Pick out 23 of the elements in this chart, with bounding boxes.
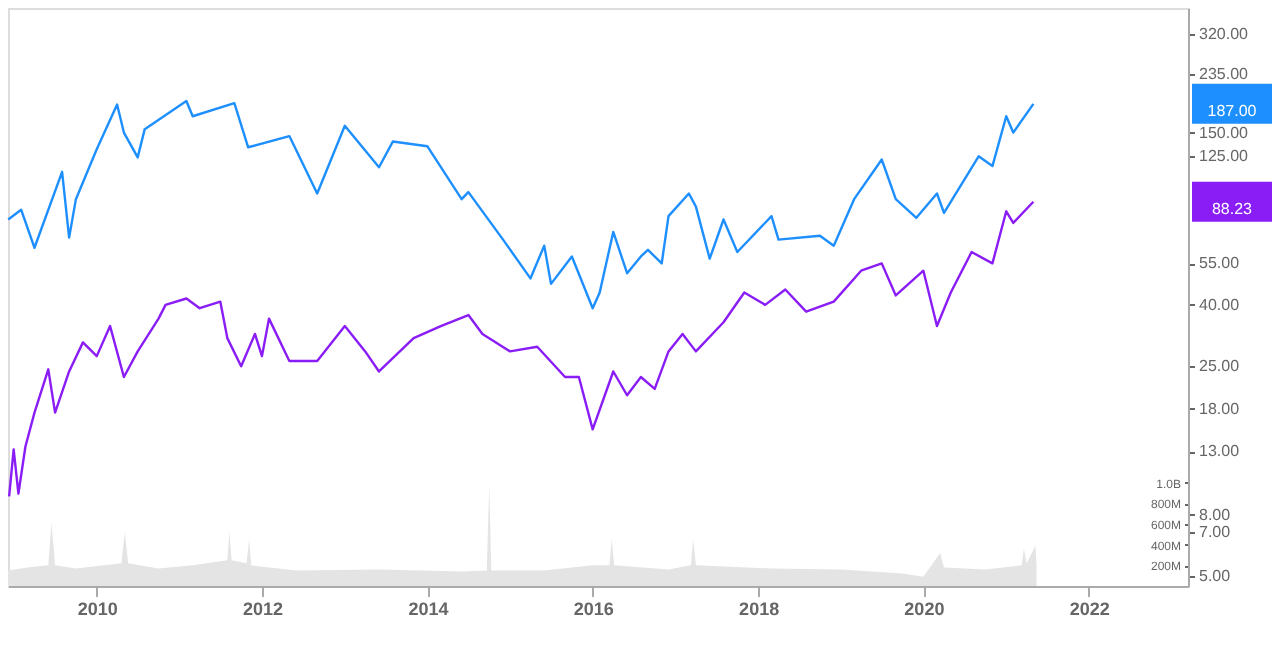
- x-tick-label: 2020: [904, 599, 945, 619]
- y-tick-label: 40.00: [1199, 295, 1241, 314]
- text: 187.00: [1207, 101, 1258, 120]
- y-tick-label: 55.00: [1199, 254, 1241, 273]
- x-tick-label: 2022: [1069, 599, 1110, 619]
- y-tick-label: 125.00: [1199, 147, 1250, 166]
- y-tick-label: 7.00: [1199, 523, 1232, 542]
- line-series: [7, 99, 1035, 310]
- y-tick-label: 235.00: [1199, 65, 1250, 84]
- y-tick-label: 150.00: [1199, 123, 1250, 142]
- x-tick-label: 2016: [573, 599, 614, 619]
- line-series: [7, 200, 1035, 498]
- text: 88.23: [1211, 199, 1254, 218]
- x-tick-label: 2018: [739, 599, 780, 619]
- x-tick-label: 2012: [242, 599, 283, 619]
- x-tick-label: 2010: [77, 599, 118, 619]
- y-tick-label: 320.00: [1199, 24, 1250, 43]
- y-tick-label: 18.00: [1199, 399, 1241, 418]
- y-tick-label: 5.00: [1199, 566, 1232, 585]
- x-tick-label: 2014: [408, 599, 449, 619]
- y-tick-label: 8.00: [1199, 505, 1232, 524]
- y-tick-label: 13.00: [1199, 442, 1241, 461]
- y-tick-label: 25.00: [1199, 357, 1241, 376]
